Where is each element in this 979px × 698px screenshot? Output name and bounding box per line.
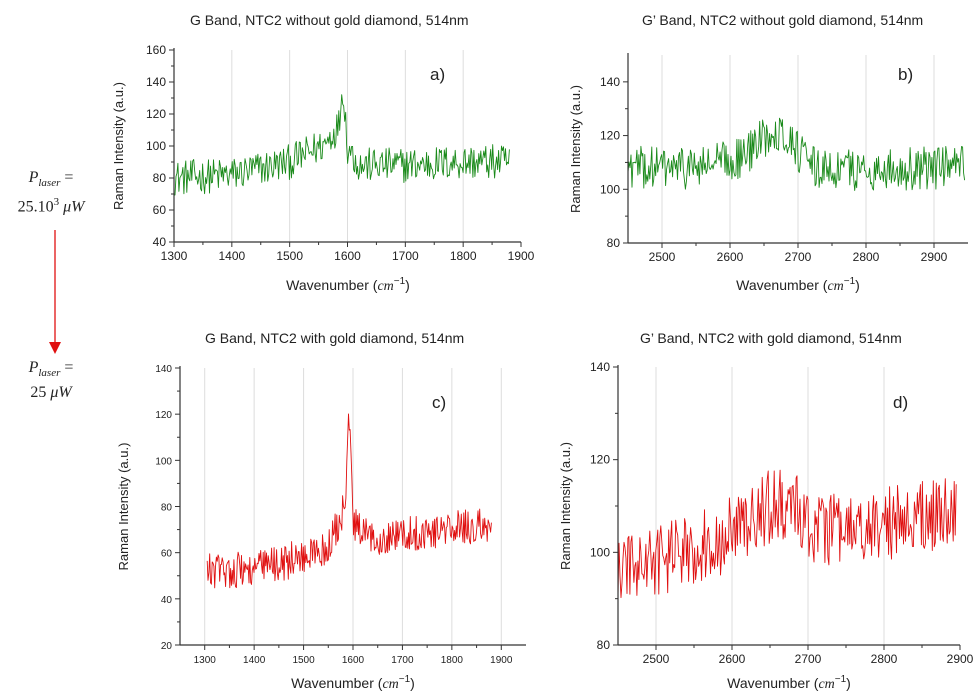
x-tick-label: 1900 [490,655,513,666]
x-tick-label: 1400 [218,249,245,263]
x-tick-label: 2800 [871,652,898,666]
y-axis-label: Raman Intensity (a.u.) [558,442,573,570]
panel-label: b) [898,65,913,84]
x-tick-label: 2800 [853,250,880,264]
chart-title: G’ Band, NTC2 without gold diamond, 514n… [642,12,924,28]
x-tick-label: 2500 [649,250,676,264]
y-tick-label: 60 [161,549,173,560]
spectrum-line [206,413,492,589]
y-tick-label: 140 [590,360,610,374]
y-axis-label: Raman Intensity (a.u.) [111,82,126,210]
x-tick-label: 2700 [785,250,812,264]
x-tick-label: 1300 [161,249,188,263]
spectrum-line [173,94,510,196]
x-tick-label: 2500 [643,652,670,666]
x-tick-label: 1300 [194,655,217,666]
x-axis-label: Wavenumber (cm−1) [736,276,860,294]
x-axis-label: Wavenumber (cm−1) [286,276,410,294]
x-tick-label: 1900 [508,249,535,263]
x-tick-label: 1700 [392,249,419,263]
y-axis-label: Raman Intensity (a.u.) [568,85,583,213]
y-tick-label: 100 [155,456,172,467]
y-axis-label: Raman Intensity (a.u.) [116,443,131,571]
chart-panel-3: 1300 1400 1500 1600 1700 1800 1900 20 40 60 80 100 1… [116,364,526,692]
spectrum-line [627,117,966,191]
arrow-head [49,342,61,354]
y-tick-label: 80 [161,503,173,514]
y-tick-label: 100 [590,545,610,559]
panel-label: c) [432,393,446,412]
x-tick-label: 1500 [276,249,303,263]
x-tick-label: 1500 [292,655,315,666]
y-tick-label: 80 [597,638,611,652]
y-tick-label: 100 [146,139,166,153]
chart-panel-4: 2500 2600 2700 2800 2900 80 100 120 140 Raman Int… [558,360,974,692]
y-tick-label: 80 [153,171,167,185]
y-tick-label: 20 [161,641,173,652]
chart-panel-2: 2500 2600 2700 2800 2900 80 100 120 140 Raman Int… [568,53,968,294]
y-tick-label: 120 [146,107,166,121]
y-tick-label: 160 [146,43,166,57]
laser-power-label-bottom: Plaser = 25 μW [2,358,100,402]
y-tick-label: 60 [153,203,167,217]
x-tick-label: 2900 [947,652,974,666]
laser-subscript: laser [38,367,61,380]
laser-unit: μW [50,384,72,402]
y-tick-label: 100 [600,182,620,196]
y-tick-label: 140 [600,75,620,89]
y-tick-label: 80 [607,236,621,250]
x-tick-label: 1800 [441,655,464,666]
x-tick-label: 2900 [921,250,948,264]
laser-subscript: laser [38,177,61,190]
x-tick-label: 2600 [719,652,746,666]
equals-sign: = [64,169,74,186]
chart-title: G’ Band, NTC2 with gold diamond, 514nm [640,330,902,346]
laser-symbol: P [28,169,39,186]
x-tick-label: 1400 [243,655,266,666]
panel-label: a) [430,65,445,84]
laser-unit: μW [63,198,85,216]
y-tick-label: 40 [153,235,167,249]
x-tick-label: 1600 [334,249,361,263]
chart-title: G Band, NTC2 with gold diamond, 514nm [205,330,465,346]
y-tick-label: 120 [590,453,610,467]
x-tick-label: 1700 [391,655,414,666]
chart-title: G Band, NTC2 without gold diamond, 514nm [190,12,469,28]
equals-sign: = [64,359,74,376]
x-axis-label: Wavenumber (cm−1) [727,674,851,692]
x-axis-label: Wavenumber (cm−1) [291,674,415,692]
x-tick-label: 2600 [717,250,744,264]
laser-value: 25 [30,384,47,402]
chart-panel-1: 1300 1400 1500 1600 1700 1800 1900 40 60 80 100 120… [111,43,535,294]
laser-exponent: 3 [53,196,60,209]
y-tick-label: 40 [161,595,173,606]
spectrum-line [617,469,957,599]
laser-value: 25.10 [17,198,54,216]
y-tick-label: 120 [600,129,620,143]
y-tick-label: 140 [146,75,166,89]
x-tick-label: 1600 [342,655,365,666]
x-tick-label: 2700 [795,652,822,666]
laser-power-label-top: Plaser = 25.103 μW [2,168,100,217]
laser-symbol: P [28,359,39,376]
y-tick-label: 120 [155,410,172,421]
x-tick-label: 1800 [450,249,477,263]
y-tick-label: 140 [155,364,172,375]
panel-label: d) [893,393,908,412]
